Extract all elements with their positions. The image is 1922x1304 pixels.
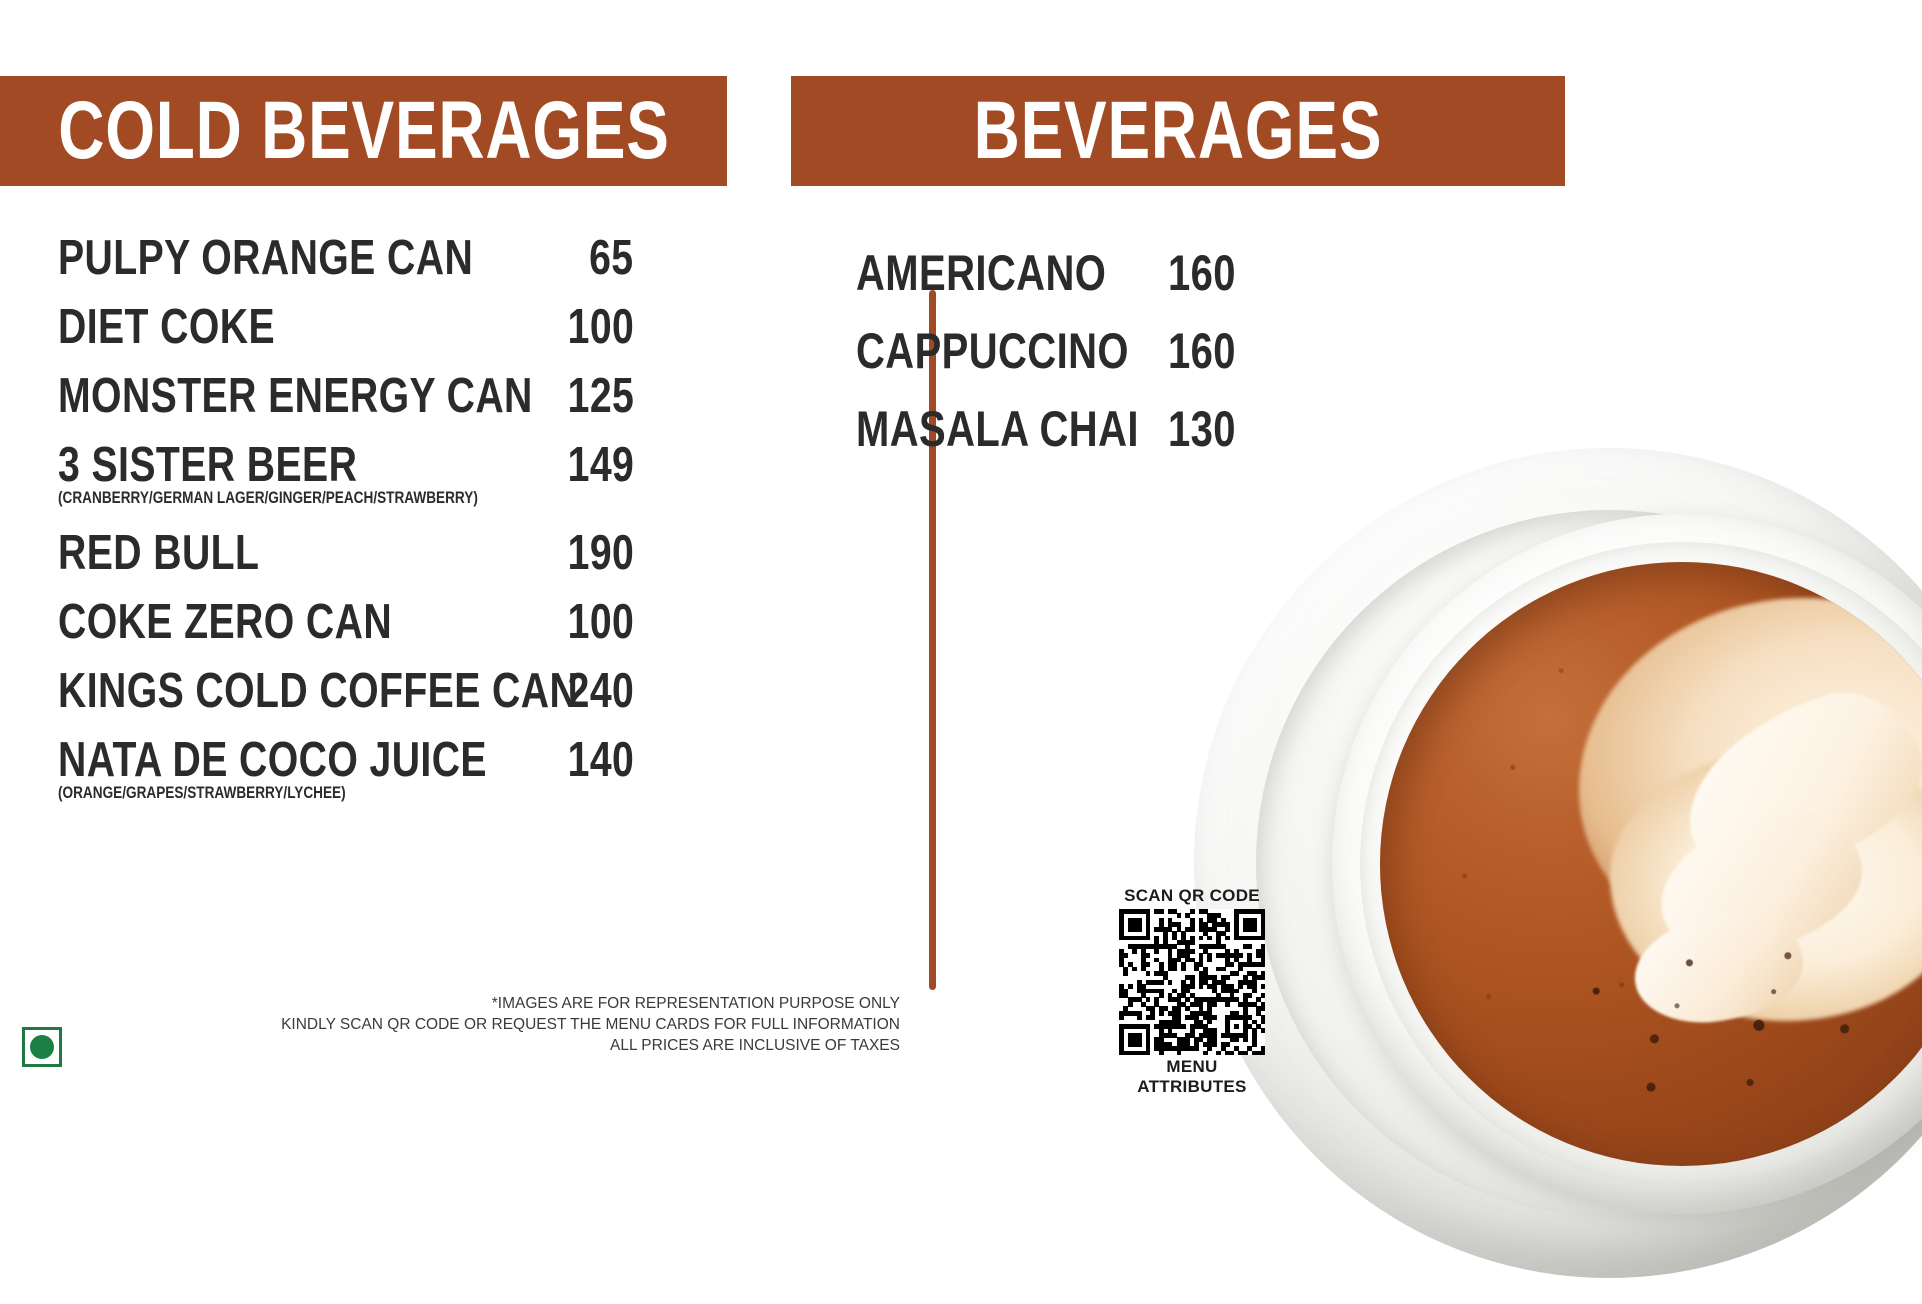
menu-item-name: NATA DE COCO JUICE (58, 733, 487, 787)
section-header-beverages: BEVERAGES (791, 76, 1565, 186)
disclaimer-line-3: ALL PRICES ARE INCLUSIVE OF TAXES (609, 1037, 900, 1054)
menu-item-row: CAPPUCCINO 160 (856, 324, 1256, 402)
crema-highlight (1579, 598, 1922, 949)
menu-item-name: COKE ZERO CAN (58, 595, 393, 649)
saucer-inner-ring (1256, 510, 1922, 1216)
menu-item-row: PULPY ORANGE CAN 65 (58, 232, 634, 301)
menu-item-row: RED BULL 190 (58, 527, 634, 596)
menu-item-name: MONSTER ENERGY CAN (58, 369, 533, 423)
menu-item-name: AMERICANO (856, 245, 1107, 301)
beverages-list: AMERICANO 160 CAPPUCCINO 160 MASALA CHAI… (856, 246, 1256, 480)
cappuccino-latte-art-photo (1186, 404, 1922, 1304)
qr-code-block[interactable]: SCAN QR CODE MENU ATTRIBUTES (1112, 886, 1272, 1097)
menu-item-price: 160 (1168, 245, 1236, 301)
menu-item-name: KINGS COLD COFFEE CAN (58, 664, 579, 718)
veg-dot (30, 1035, 54, 1059)
qr-label-top: SCAN QR CODE (1124, 886, 1260, 905)
menu-item-row: MONSTER ENERGY CAN 125 (58, 370, 634, 439)
cocoa-dusting (1513, 846, 1922, 1166)
qr-code-icon[interactable] (1119, 909, 1266, 1056)
menu-item-price: 65 (589, 231, 634, 285)
qr-label-bottom: MENU ATTRIBUTES (1137, 1057, 1247, 1096)
menu-item-row: DIET COKE 100 (58, 301, 634, 370)
crema-highlight (1609, 743, 1922, 1022)
latte-art-leaf (1663, 673, 1922, 898)
section-title-beverages: BEVERAGES (973, 85, 1383, 176)
menu-item-name: RED BULL (58, 526, 260, 580)
veg-vegetarian-mark-icon (22, 1027, 62, 1067)
menu-item-name: PULPY ORANGE CAN (58, 231, 474, 285)
menu-item-price: 140 (567, 733, 634, 787)
menu-item-price: 240 (567, 664, 634, 718)
cold-beverages-list: PULPY ORANGE CAN 65 DIET COKE 100 MONSTE… (58, 232, 634, 822)
section-header-cold-beverages: COLD BEVERAGES (0, 76, 727, 186)
disclaimer-line-2: KINDLY SCAN QR CODE OR REQUEST THE MENU … (281, 1016, 900, 1033)
cup-shape (1332, 514, 1922, 1214)
coffee-surface (1380, 562, 1922, 1166)
menu-item-price: 100 (567, 300, 634, 354)
menu-item-name: 3 SISTER BEER (58, 438, 358, 492)
menu-item-name: CAPPUCCINO (856, 323, 1129, 379)
menu-item-name: MASALA CHAI (856, 401, 1139, 457)
menu-item-row: COKE ZERO CAN 100 (58, 596, 634, 665)
menu-item-row: AMERICANO 160 (856, 246, 1256, 324)
saucer-shape (1194, 448, 1922, 1278)
menu-item-price: 190 (567, 526, 634, 580)
section-title-cold-beverages: COLD BEVERAGES (57, 85, 670, 176)
latte-art-leaf (1646, 795, 1875, 969)
menu-item-price: 100 (567, 595, 634, 649)
menu-item-row: NATA DE COCO JUICE 140 (ORANGE/GRAPES/ST… (58, 734, 634, 822)
menu-item-variants: (ORANGE/GRAPES/STRAWBERRY/LYCHEE) (58, 783, 346, 802)
column-divider (929, 290, 936, 990)
menu-item-row: 3 SISTER BEER 149 (CRANBERRY/GERMAN LAGE… (58, 439, 634, 527)
menu-item-row: MASALA CHAI 130 (856, 402, 1256, 480)
menu-item-price: 149 (567, 438, 634, 492)
disclaimer-line-1: *IMAGES ARE FOR REPRESENTATION PURPOSE O… (491, 995, 900, 1012)
disclaimer-text: *IMAGES ARE FOR REPRESENTATION PURPOSE O… (281, 993, 900, 1056)
menu-item-price: 160 (1168, 323, 1236, 379)
foam-speckle-texture (1380, 562, 1922, 1166)
menu-item-row: KINGS COLD COFFEE CAN 240 (58, 665, 634, 734)
menu-item-price: 125 (567, 369, 634, 423)
cup-inner-rim (1360, 542, 1922, 1186)
menu-item-price: 130 (1168, 401, 1236, 457)
latte-art-leaf (1628, 903, 1809, 1030)
menu-item-variants: (CRANBERRY/GERMAN LAGER/GINGER/PEACH/STR… (58, 488, 478, 507)
menu-item-name: DIET COKE (58, 300, 276, 354)
